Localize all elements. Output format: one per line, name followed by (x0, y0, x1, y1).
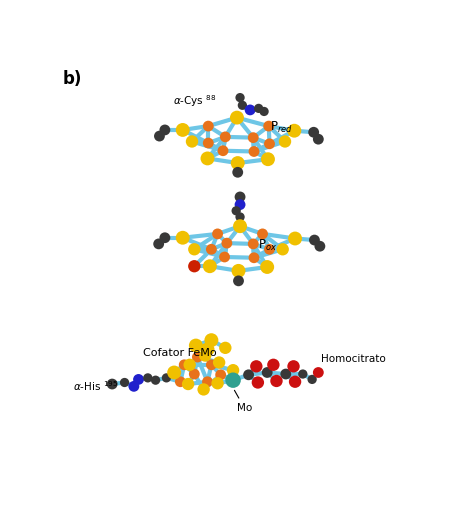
Circle shape (219, 341, 231, 354)
Circle shape (267, 358, 280, 371)
Circle shape (212, 377, 224, 389)
Circle shape (201, 342, 215, 356)
Circle shape (129, 381, 139, 392)
Circle shape (212, 228, 223, 239)
Circle shape (221, 238, 232, 249)
Circle shape (298, 370, 308, 379)
Circle shape (313, 367, 324, 378)
Circle shape (167, 365, 181, 380)
Circle shape (176, 231, 190, 245)
Circle shape (313, 134, 324, 144)
Circle shape (189, 369, 200, 380)
Circle shape (259, 107, 269, 116)
Circle shape (232, 167, 243, 178)
Circle shape (230, 110, 244, 125)
Circle shape (184, 358, 196, 371)
Circle shape (276, 243, 289, 255)
Circle shape (202, 376, 213, 387)
Circle shape (188, 260, 201, 272)
Circle shape (314, 241, 325, 252)
Circle shape (220, 132, 231, 142)
Circle shape (226, 372, 241, 388)
Circle shape (308, 127, 319, 138)
Circle shape (231, 264, 245, 278)
Circle shape (261, 152, 275, 166)
Circle shape (160, 233, 170, 243)
Circle shape (289, 375, 301, 388)
Circle shape (143, 373, 152, 382)
Circle shape (235, 93, 245, 102)
Circle shape (192, 352, 203, 363)
Circle shape (252, 376, 264, 389)
Text: $\alpha$-His $^{195}$: $\alpha$-His $^{195}$ (74, 380, 119, 393)
Circle shape (260, 260, 274, 274)
Circle shape (201, 151, 215, 165)
Circle shape (249, 146, 259, 157)
Circle shape (133, 374, 144, 385)
Circle shape (227, 364, 239, 376)
Circle shape (254, 104, 263, 113)
Circle shape (107, 379, 118, 389)
Circle shape (264, 139, 275, 149)
Circle shape (309, 235, 320, 245)
Circle shape (151, 375, 160, 385)
Circle shape (203, 121, 214, 132)
Text: P$_{ox}$: P$_{ox}$ (258, 238, 277, 253)
Circle shape (245, 105, 256, 115)
Circle shape (270, 375, 283, 387)
Circle shape (153, 238, 164, 249)
Circle shape (243, 370, 254, 380)
Circle shape (203, 138, 214, 149)
Circle shape (279, 135, 291, 148)
Circle shape (186, 135, 198, 148)
Circle shape (287, 360, 300, 372)
Circle shape (199, 349, 212, 362)
Circle shape (175, 376, 186, 387)
Circle shape (249, 252, 259, 263)
Circle shape (219, 252, 230, 262)
Circle shape (250, 360, 262, 372)
Circle shape (263, 121, 274, 132)
Circle shape (231, 206, 241, 216)
Circle shape (248, 238, 259, 249)
Circle shape (217, 145, 228, 156)
Circle shape (308, 375, 317, 384)
Circle shape (120, 378, 129, 387)
Circle shape (235, 192, 245, 202)
Circle shape (264, 244, 275, 255)
Circle shape (262, 367, 272, 378)
Circle shape (287, 124, 301, 138)
Circle shape (154, 131, 165, 141)
Circle shape (235, 212, 245, 221)
Circle shape (215, 370, 226, 380)
Circle shape (204, 333, 218, 347)
Circle shape (281, 369, 291, 380)
Text: Cofator FeMo: Cofator FeMo (143, 348, 217, 358)
Text: Mo: Mo (235, 390, 252, 413)
Circle shape (238, 101, 247, 110)
Circle shape (248, 132, 259, 143)
Text: b): b) (63, 70, 82, 88)
Circle shape (206, 359, 217, 370)
Text: Homocitrato: Homocitrato (322, 354, 386, 364)
Circle shape (257, 228, 268, 239)
Text: $\alpha$-Cys $^{88}$: $\alpha$-Cys $^{88}$ (173, 93, 216, 108)
Circle shape (179, 359, 190, 370)
Circle shape (206, 244, 217, 255)
Circle shape (231, 156, 245, 170)
Circle shape (198, 383, 210, 396)
Circle shape (233, 219, 247, 233)
Circle shape (176, 123, 190, 137)
Circle shape (235, 199, 245, 210)
Circle shape (288, 232, 302, 245)
Circle shape (213, 356, 226, 369)
Circle shape (182, 378, 194, 390)
Circle shape (162, 373, 171, 382)
Circle shape (189, 339, 203, 353)
Text: P$_{red}$: P$_{red}$ (270, 120, 293, 135)
Circle shape (188, 243, 201, 255)
Circle shape (160, 125, 170, 135)
Circle shape (203, 259, 217, 273)
Circle shape (233, 276, 244, 286)
